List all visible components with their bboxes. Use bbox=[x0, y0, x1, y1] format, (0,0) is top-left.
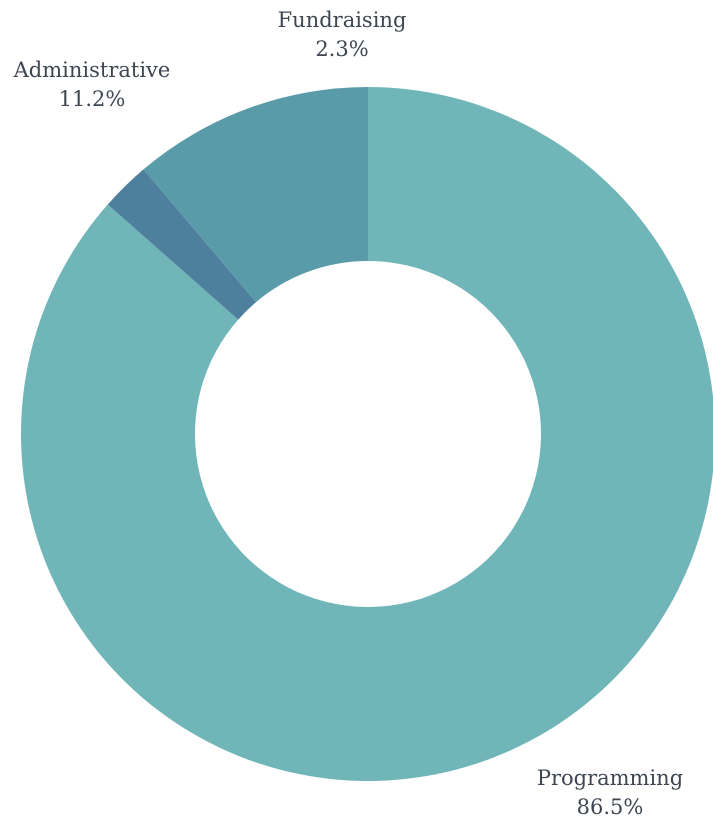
slice-label-fundraising: Fundraising 2.3% bbox=[262, 6, 422, 64]
slice-value-programming: 86.5% bbox=[576, 795, 644, 819]
slices-group bbox=[21, 87, 713, 781]
slice-value-fundraising: 2.3% bbox=[315, 37, 369, 61]
slice-administrative bbox=[143, 87, 368, 303]
slice-name-programming: Programming bbox=[536, 766, 684, 790]
slice-programming bbox=[21, 87, 713, 781]
slice-value-administrative: 11.2% bbox=[58, 87, 126, 111]
slice-label-programming: Programming 86.5% bbox=[525, 764, 695, 822]
slice-fundraising bbox=[107, 169, 257, 320]
slice-name-administrative: Administrative bbox=[13, 58, 171, 82]
slice-label-administrative: Administrative 11.2% bbox=[2, 56, 182, 114]
slice-name-fundraising: Fundraising bbox=[277, 8, 407, 32]
